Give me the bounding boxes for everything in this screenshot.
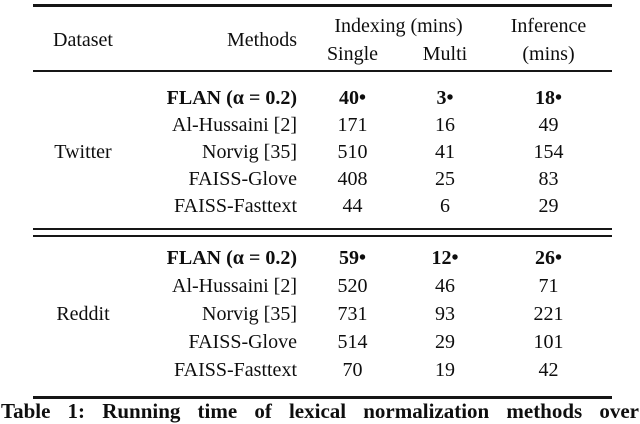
multi-cell: 29 <box>435 331 455 353</box>
method-cell: FLAN (α = 0.2) <box>166 247 297 269</box>
method-cell: FLAN (α = 0.2) <box>166 87 297 109</box>
multi-cell: 19 <box>435 359 455 381</box>
inference-cell: 101 <box>533 331 564 353</box>
inference-cell: 29 <box>538 195 559 217</box>
column-header-inference-line1: Inference <box>510 15 587 37</box>
multi-cell: 3• <box>436 87 454 109</box>
method-cell: FAISS-Fasttext <box>174 195 297 217</box>
inference-cell: 221 <box>533 303 564 325</box>
multi-cell: 25 <box>435 168 455 190</box>
column-header-single: Single <box>326 43 379 65</box>
method-cell: Norvig [35] <box>202 141 297 163</box>
multi-cell: 93 <box>435 303 455 325</box>
multi-cell: 16 <box>435 114 455 136</box>
method-cell: FAISS-Fasttext <box>174 359 297 381</box>
method-cell: FAISS-Glove <box>188 168 297 190</box>
table-bottom-rule <box>33 396 612 399</box>
multi-cell: 12• <box>431 247 459 269</box>
inference-cell: 83 <box>538 168 559 190</box>
table-caption: Table 1: Running time of lexical normali… <box>1 399 639 423</box>
dataset-label: Reddit <box>56 303 110 325</box>
table-section-twitter: Twitter FLAN (α = 0.2) 40• 3• 18• Al-Hus… <box>33 72 612 228</box>
dataset-label: Twitter <box>54 141 112 163</box>
single-cell: 171 <box>337 114 368 136</box>
column-header-dataset: Dataset <box>53 29 113 51</box>
inference-cell: 42 <box>538 359 559 381</box>
single-cell: 40• <box>338 87 366 109</box>
inference-cell: 26• <box>534 247 562 269</box>
header-separator-rule <box>33 70 612 72</box>
column-header-inference: Inference (mins) <box>485 12 612 68</box>
column-header-multi: Multi <box>422 43 468 65</box>
single-cell: 731 <box>337 303 368 325</box>
multi-cell: 46 <box>435 275 455 297</box>
single-cell: 59• <box>338 247 366 269</box>
section-separator-double-rule <box>33 228 612 237</box>
single-cell: 510 <box>337 141 368 163</box>
single-cell: 408 <box>337 168 368 190</box>
column-header-inference-line2: (mins) <box>522 43 575 65</box>
inference-cell: 71 <box>538 275 559 297</box>
single-cell: 44 <box>342 195 363 217</box>
inference-cell: 49 <box>538 114 559 136</box>
method-cell: Norvig [35] <box>202 303 297 325</box>
method-cell: Al-Hussaini [2] <box>172 114 297 136</box>
method-cell: FAISS-Glove <box>188 331 297 353</box>
multi-cell: 6 <box>440 195 450 217</box>
multi-cell: 41 <box>435 141 455 163</box>
method-cell: Al-Hussaini [2] <box>172 275 297 297</box>
inference-cell: 154 <box>533 141 564 163</box>
single-cell: 514 <box>337 331 368 353</box>
results-table: Dataset Methods Indexing (mins) Single M… <box>33 4 612 399</box>
column-header-methods: Methods <box>227 29 297 51</box>
inference-cell: 18• <box>534 87 562 109</box>
table-section-reddit: Reddit FLAN (α = 0.2) 59• 12• 26• Al-Hus… <box>33 237 612 396</box>
single-cell: 520 <box>337 275 368 297</box>
single-cell: 70 <box>342 359 363 381</box>
column-group-header-indexing: Indexing (mins) <box>334 15 463 37</box>
table-top-rule <box>33 4 612 7</box>
table-header-row: Dataset Methods Indexing (mins) Single M… <box>33 7 612 70</box>
